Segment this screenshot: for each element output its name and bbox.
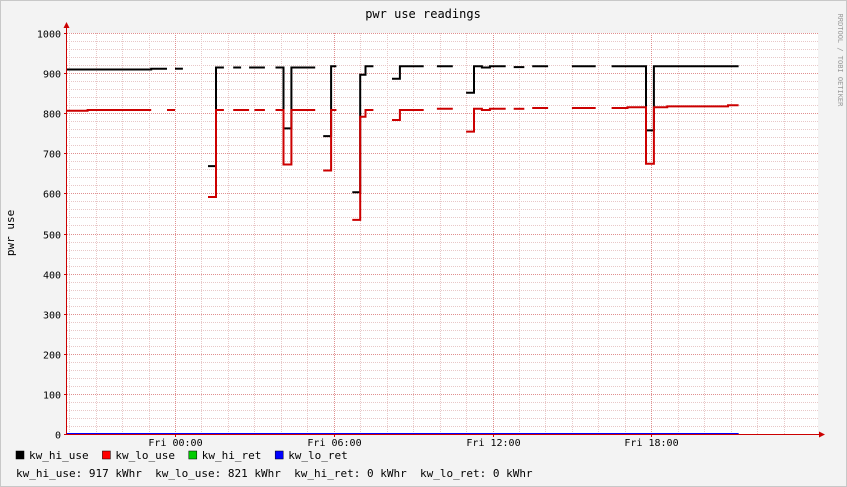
series-line-kw-hi-use <box>352 65 374 194</box>
chart-title: pwr use readings <box>365 7 481 21</box>
summary-line: kw_hi_use: 917 kWhr kw_lo_use: 821 kWhr … <box>16 467 533 480</box>
y-tick-label: 100 <box>43 391 61 402</box>
y-tick-label: 200 <box>43 351 61 362</box>
legend-label-kw-hi-use: kw_hi_use <box>29 449 89 462</box>
x-tick-label: Fri 00:00 <box>148 438 202 449</box>
series-line-kw-lo-use <box>208 109 224 198</box>
series-line-kw-hi-use <box>67 67 167 71</box>
series-line-kw-lo-use <box>611 104 739 165</box>
series-line-kw-lo-use <box>67 109 152 112</box>
legend-label-kw-lo-use: kw_lo_use <box>115 449 175 462</box>
x-tick-label: Fri 12:00 <box>466 438 520 449</box>
y-tick-label: 600 <box>43 190 61 201</box>
series-line-kw-lo-use <box>323 109 337 172</box>
legend-label-kw-hi-ret: kw_hi_ret <box>202 449 262 462</box>
series-line-kw-lo-use <box>466 107 506 133</box>
axes <box>63 22 825 438</box>
y-tick-label: 500 <box>43 231 61 242</box>
y-axis-arrow <box>63 22 70 28</box>
y-axis-label: pwr use <box>4 210 17 256</box>
series-line-kw-lo-use <box>275 109 316 166</box>
y-tick-label: 900 <box>43 70 61 81</box>
y-tick-label: 0 <box>55 431 61 442</box>
y-tick-label: 800 <box>43 110 61 121</box>
series-line-kw-hi-use <box>275 66 316 130</box>
series-line-kw-hi-use <box>611 65 739 132</box>
x-tick-label: Fri 06:00 <box>307 438 361 449</box>
y-tick-label: 1000 <box>37 30 61 41</box>
series-line-kw-hi-use <box>392 65 424 80</box>
legend: kw_hi_use kw_lo_use kw_hi_ret kw_lo_ret <box>15 449 348 462</box>
watermark: RRDTOOL / TOBI OETIKER <box>836 14 844 108</box>
series-line-kw-lo-use <box>352 109 374 221</box>
tick-labels: 0 100 200 300 400 500 600 700 800 900 1000 Fri 00:0… <box>37 30 679 450</box>
legend-label-kw-lo-ret: kw_lo_ret <box>288 449 348 462</box>
legend-swatch-kw-hi-use <box>15 450 25 460</box>
legend-swatch-kw-lo-ret <box>274 450 284 460</box>
series-line-kw-hi-use <box>323 65 337 138</box>
legend-swatch-kw-hi-ret <box>188 450 198 460</box>
y-tick-label: 700 <box>43 150 61 161</box>
x-tick-label: Fri 18:00 <box>624 438 678 449</box>
plot-area <box>67 33 818 434</box>
x-axis-arrow <box>819 431 825 438</box>
series-line-kw-hi-use <box>466 65 506 94</box>
y-tick-label: 400 <box>43 271 61 282</box>
legend-swatch-kw-lo-use <box>102 450 111 460</box>
y-tick-label: 300 <box>43 311 61 322</box>
major-grid <box>67 33 818 434</box>
series-line-kw-lo-use <box>392 109 424 121</box>
